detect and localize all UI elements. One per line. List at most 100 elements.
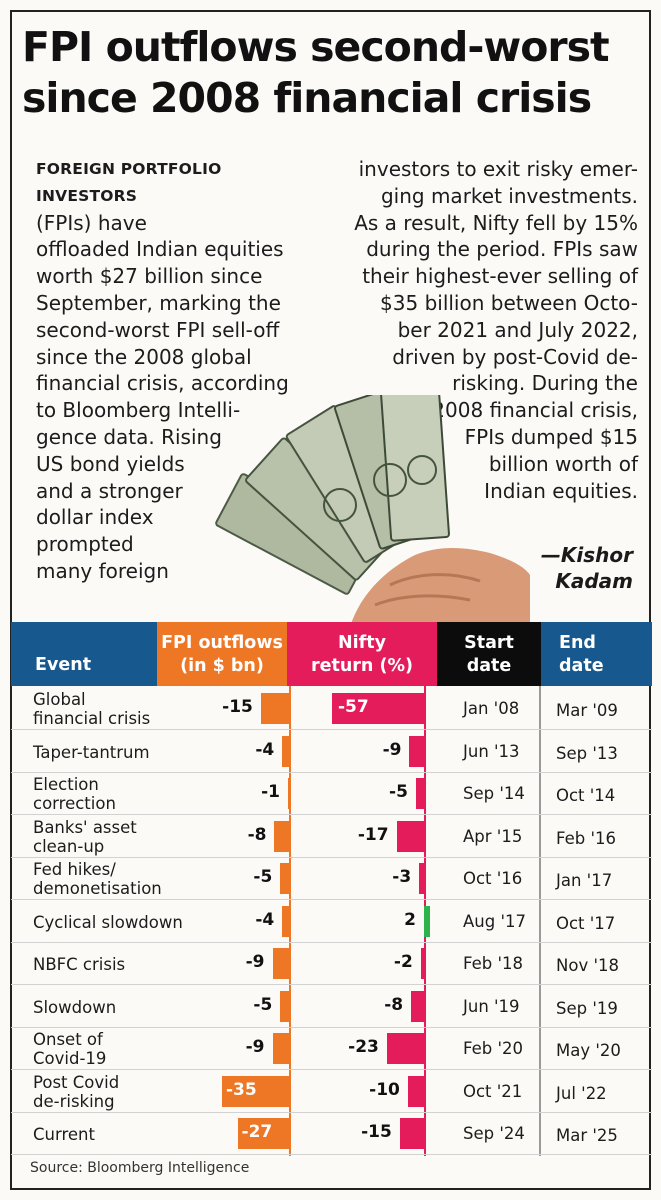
fpi-outflow-bar <box>280 863 290 894</box>
table-row: Taper-tantrum -4 -9 Jun '13 Sep '13 <box>11 731 652 773</box>
event-label-line: Cyclical slowdown <box>33 912 183 932</box>
fpi-outflow-value: -9 <box>245 952 265 972</box>
fpi-outflow-value: -1 <box>261 782 280 802</box>
nifty-return-bar <box>420 948 424 979</box>
article-body-left: FOREIGN PORTFOLIO INVESTORS (FPIs) have … <box>36 156 311 585</box>
start-date: Jan '08 <box>463 699 520 718</box>
start-date: Jun '19 <box>463 996 520 1016</box>
event-label-line: Banks' asset <box>33 817 137 837</box>
article-line: $35 billion between Octo- <box>380 290 638 315</box>
nifty-return-bar <box>407 1075 424 1107</box>
end-date: Feb '16 <box>556 828 616 848</box>
end-date: Jul '22 <box>556 1083 607 1103</box>
end-date: Nov '18 <box>556 956 619 975</box>
table-row: Cyclical slowdown -4 2 Aug '17 Oct '17 <box>11 901 652 943</box>
fpi-outflow-bar <box>280 990 290 1022</box>
fpi-outflow-value: -35 <box>226 1079 257 1100</box>
event-label-line: correction <box>33 794 116 813</box>
byline: —Kishor Kadam <box>541 542 633 594</box>
start-date: Oct '16 <box>463 869 523 888</box>
event-label-line: Post Covid <box>33 1072 120 1092</box>
event-label: Post Covid de-risking <box>33 1073 119 1111</box>
nifty-return-bar <box>419 863 424 894</box>
nifty-return-bar <box>399 1118 424 1149</box>
column-separator <box>539 686 541 1156</box>
nifty-return-value: -57 <box>338 697 369 717</box>
table-row: NBFC crisis -9 -2 Feb '18 Nov '18 <box>11 943 652 985</box>
banknotes <box>215 395 450 595</box>
fpi-outflow-value: -27 <box>241 1122 273 1142</box>
article-line: driven by post-Covid de- <box>392 344 638 369</box>
header-end-line-2: date <box>559 656 604 676</box>
table-row: Onset of Covid-19 -9 -23 Feb '20 May '20 <box>11 1028 652 1070</box>
article-line: US bond yields <box>36 451 185 476</box>
table-header: Event FPI outflows (in $ bn) Nifty retur… <box>11 622 652 686</box>
event-label-line: Election <box>33 775 99 794</box>
fpi-outflow-value: -4 <box>255 739 275 760</box>
nifty-return-value: -5 <box>389 782 408 802</box>
fpi-outflow-bar <box>274 820 290 852</box>
nifty-return-value: -15 <box>361 1122 392 1142</box>
event-label: Current <box>33 1125 95 1144</box>
event-label: Banks' asset clean-up <box>33 818 137 856</box>
event-label: Slowdown <box>33 998 116 1017</box>
nifty-return-bar <box>386 1033 424 1064</box>
article-line: investors to exit risky emer- <box>358 157 638 181</box>
nifty-return-value: -10 <box>369 1079 400 1100</box>
event-label-line: Onset of <box>33 1030 103 1049</box>
article-line: and a stronger <box>36 478 183 503</box>
event-label-line: de-risking <box>33 1091 115 1111</box>
table-row: Banks' asset clean-up -8 -17 Apr '15 Feb '16 <box>11 816 652 858</box>
event-label-line: NBFC crisis <box>33 955 126 974</box>
header-fpi-line-1: FPI outflows <box>161 633 283 653</box>
end-date: Sep '13 <box>556 743 618 763</box>
end-date: Oct '17 <box>556 913 616 933</box>
nifty-return-value: -2 <box>393 952 413 972</box>
start-date: Feb '18 <box>463 954 523 973</box>
fpi-outflow-value: -4 <box>255 909 275 930</box>
article-line: prompted <box>36 532 134 557</box>
header-end-date: End date <box>541 622 652 686</box>
article-line: financial crisis, according <box>36 371 289 396</box>
article-lead: FOREIGN PORTFOLIO INVESTORS <box>36 160 222 205</box>
article-line: 2008 financial crisis, <box>432 398 638 423</box>
event-label-line: Current <box>33 1125 95 1144</box>
event-label: Election correction <box>33 775 116 813</box>
table-row: Fed hikes/demonetisation -5 -3 Oct '16 Jan '… <box>11 858 652 900</box>
table-row: Post Covid de-risking -35 -10 Oct '21 Jul '22 <box>11 1071 652 1113</box>
article-line: billion worth of <box>488 451 638 476</box>
event-label: Taper-tantrum <box>33 743 150 762</box>
header-start-line-1: Start <box>464 633 514 653</box>
nifty-return-value: -3 <box>392 867 412 887</box>
start-date: Sep '14 <box>463 784 525 803</box>
article-line: (FPIs) have <box>36 210 147 235</box>
article-line: worth $27 billion since <box>36 264 263 289</box>
event-label-line: clean-up <box>33 836 105 856</box>
fpi-outflow-bar <box>272 948 290 979</box>
table-row: Election correction -1 -5 Sep '14 Oct '14 <box>11 773 652 815</box>
source-note: Source: Bloomberg Intelligence <box>30 1160 250 1176</box>
header-start-date: Start date <box>437 622 541 686</box>
fpi-outflow-bar <box>282 905 290 937</box>
fpi-outflow-bar <box>288 778 290 809</box>
nifty-return-bar <box>411 990 424 1022</box>
article-line: offloaded Indian equities <box>36 237 284 262</box>
headline-line-2: since 2008 financial crisis <box>22 74 592 122</box>
end-date: Mar '09 <box>556 701 618 720</box>
event-label-line: Fed hikes/ <box>33 860 116 879</box>
start-date: Oct '21 <box>463 1081 523 1101</box>
article-line: since the 2008 global <box>36 344 252 369</box>
article-line: gence data. Rising <box>36 424 222 449</box>
byline-line-1: —Kishor <box>540 543 633 567</box>
article-body-right: investors to exit risky emer-ging market… <box>338 156 638 504</box>
cash-in-hand-illustration <box>215 395 530 627</box>
article-line: ber 2021 and July 2022, <box>397 317 638 342</box>
nifty-return-bar <box>396 820 424 852</box>
nifty-return-bar <box>415 778 424 809</box>
start-date: Sep '24 <box>463 1124 525 1143</box>
header-nifty-line-2: return (%) <box>310 656 414 676</box>
article-line: risking. During the <box>452 371 638 396</box>
nifty-return-bar <box>424 905 430 937</box>
header-fpi-line-2: (in $ bn) <box>180 656 264 676</box>
start-date: Jun '13 <box>463 741 520 761</box>
